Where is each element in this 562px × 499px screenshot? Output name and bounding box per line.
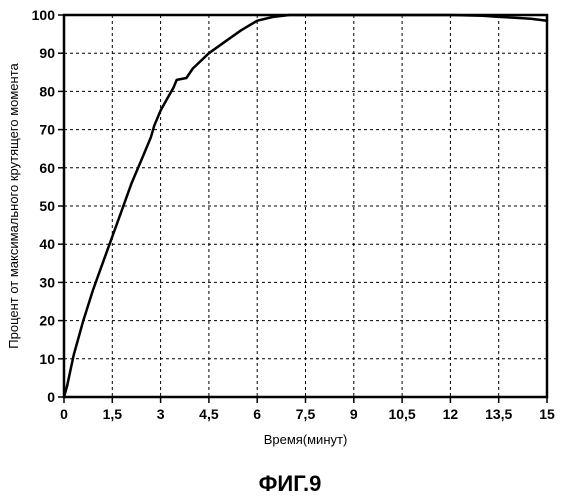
y-tick-label: 50 bbox=[39, 198, 55, 214]
x-tick-label: 9 bbox=[350, 406, 358, 422]
x-tick-label: 15 bbox=[539, 406, 555, 422]
x-tick-label: 12 bbox=[443, 406, 459, 422]
tick-labels: 0 1,5 3 4,5 6 7,5 9 10,5 12 13,5 15 0 10 20 30 40 50 60 70… bbox=[32, 7, 555, 422]
x-tick-label: 10,5 bbox=[388, 406, 415, 422]
x-tick-label: 1,5 bbox=[103, 406, 123, 422]
y-axis-title: Процент от максимального крутящего момен… bbox=[6, 62, 21, 348]
grid bbox=[64, 15, 547, 397]
y-tick-label: 70 bbox=[39, 122, 55, 138]
x-tick-label: 6 bbox=[253, 406, 261, 422]
axis-ticks bbox=[58, 15, 547, 403]
y-tick-label: 40 bbox=[39, 236, 55, 252]
x-tick-label: 0 bbox=[60, 406, 68, 422]
y-tick-label: 10 bbox=[39, 351, 55, 367]
y-tick-label: 30 bbox=[39, 274, 55, 290]
y-tick-label: 0 bbox=[47, 389, 55, 405]
y-tick-label: 80 bbox=[39, 83, 55, 99]
x-tick-label: 13,5 bbox=[485, 406, 512, 422]
x-tick-label: 4,5 bbox=[199, 406, 219, 422]
x-tick-label: 3 bbox=[157, 406, 165, 422]
x-tick-label: 7,5 bbox=[296, 406, 316, 422]
y-tick-label: 90 bbox=[39, 45, 55, 61]
x-axis-title: Время(минут) bbox=[264, 432, 348, 447]
y-tick-label: 60 bbox=[39, 160, 55, 176]
y-tick-label: 20 bbox=[39, 313, 55, 329]
y-tick-label: 100 bbox=[32, 7, 56, 23]
figure-caption: ФИГ.9 bbox=[259, 471, 322, 496]
